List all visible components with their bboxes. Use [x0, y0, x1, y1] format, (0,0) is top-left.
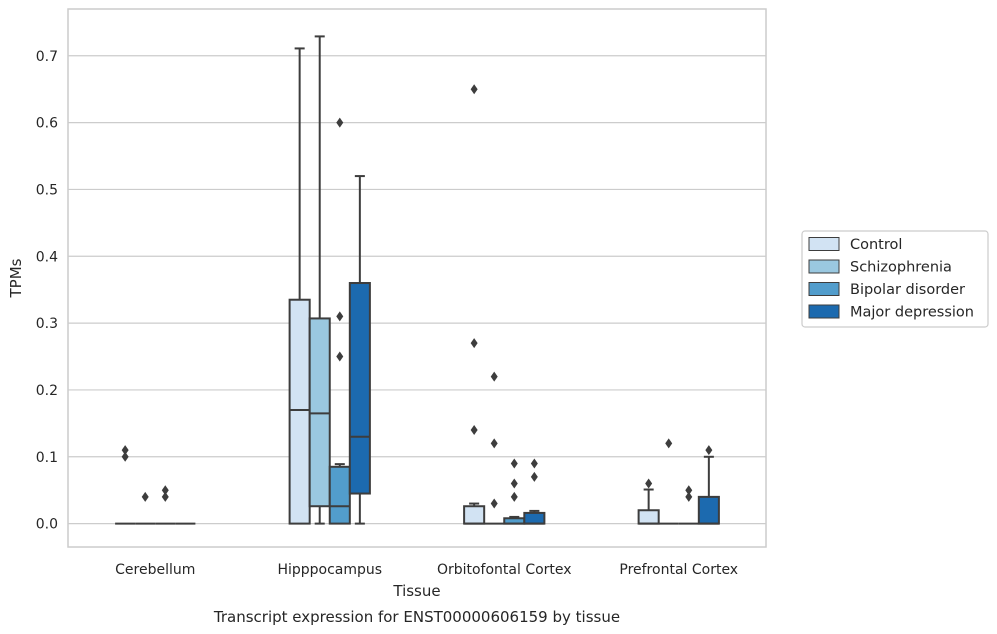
outlier-point	[490, 371, 498, 382]
x-tick-label: Prefrontal Cortex	[619, 562, 738, 578]
legend-swatch	[808, 259, 840, 274]
box-0-1	[135, 491, 156, 525]
x-axis-label: Tissue	[392, 582, 440, 600]
outlier-point	[470, 425, 478, 436]
legend-frame	[801, 230, 989, 328]
outlier-point	[121, 445, 129, 456]
outlier-point	[510, 478, 518, 489]
outlier-point	[336, 351, 344, 362]
box-body	[523, 511, 546, 525]
y-tick-label: 0.6	[36, 116, 58, 132]
chart-caption: Transcript expression for ENST0000060615…	[213, 608, 620, 626]
legend-swatch	[808, 304, 840, 319]
box-0-0	[115, 445, 136, 525]
box-1-1	[308, 35, 331, 525]
y-tick-label: 0.5	[36, 182, 58, 198]
outlier-point	[645, 478, 653, 489]
box-1-3	[348, 175, 371, 525]
outlier-point	[141, 491, 149, 502]
outlier-point	[121, 451, 129, 462]
y-tick-label: 0.3	[36, 316, 58, 332]
outlier-point	[510, 458, 518, 469]
outlier-point	[470, 338, 478, 349]
outlier-point	[685, 485, 693, 496]
x-axis-ticks: Cerebellum Hipppocampus Orbitofontal Corte…	[115, 562, 738, 578]
legend: Control Schizophrenia Bipolar disorder Majo…	[801, 230, 989, 328]
box-body	[328, 465, 351, 525]
y-tick-label: 0.2	[36, 383, 58, 399]
box-body	[697, 495, 720, 525]
y-tick-label: 0.7	[36, 49, 58, 65]
box-2-0	[463, 84, 486, 525]
plot-frame	[67, 8, 767, 548]
outlier-point	[490, 438, 498, 449]
outlier-point	[161, 491, 169, 502]
y-axis-ticks: 0.0 0.1 0.2 0.3 0.4 0.5 0.6 0.7	[36, 49, 58, 533]
legend-swatch	[808, 282, 840, 296]
outlier-point	[161, 485, 169, 496]
box-3-1	[658, 438, 679, 525]
box-1-2	[328, 117, 351, 525]
y-tick-label: 0.0	[36, 517, 58, 533]
box-body	[348, 282, 371, 495]
box-3-2	[678, 485, 699, 525]
outlier-point	[665, 438, 673, 449]
y-tick-label: 0.1	[36, 450, 58, 466]
box-0-2	[155, 485, 176, 525]
legend-label: Control	[850, 237, 902, 253]
outlier-point	[705, 445, 713, 456]
x-tick-label: Hipppocampus	[277, 562, 382, 578]
legend-label: Schizophrenia	[850, 260, 952, 276]
outlier-point	[336, 311, 344, 322]
x-tick-label: Cerebellum	[115, 562, 195, 578]
outlier-point	[685, 491, 693, 502]
outlier-point	[530, 458, 538, 469]
outlier-point	[530, 471, 538, 482]
box-layer	[115, 35, 720, 525]
box-body	[463, 505, 486, 525]
legend-label: Major depression	[850, 305, 974, 321]
x-tick-label: Orbitofontal Cortex	[437, 562, 572, 578]
grid-lines	[68, 55, 766, 525]
box-body	[308, 317, 331, 508]
box-1-0	[288, 47, 311, 525]
outlier-point	[470, 84, 478, 95]
box-body	[288, 298, 311, 525]
box-2-1	[484, 371, 505, 525]
legend-swatch	[808, 237, 840, 251]
outlier-point	[510, 491, 518, 502]
outlier-point	[490, 498, 498, 509]
box-body	[637, 509, 660, 525]
box-3-0	[637, 478, 660, 525]
outlier-point	[336, 117, 344, 128]
legend-label: Bipolar disorder	[850, 282, 965, 298]
y-axis-label: TPMs	[7, 258, 25, 298]
box-3-3	[697, 445, 720, 525]
box-2-3	[523, 458, 546, 525]
box-2-2	[503, 458, 526, 525]
y-tick-label: 0.4	[36, 249, 58, 265]
